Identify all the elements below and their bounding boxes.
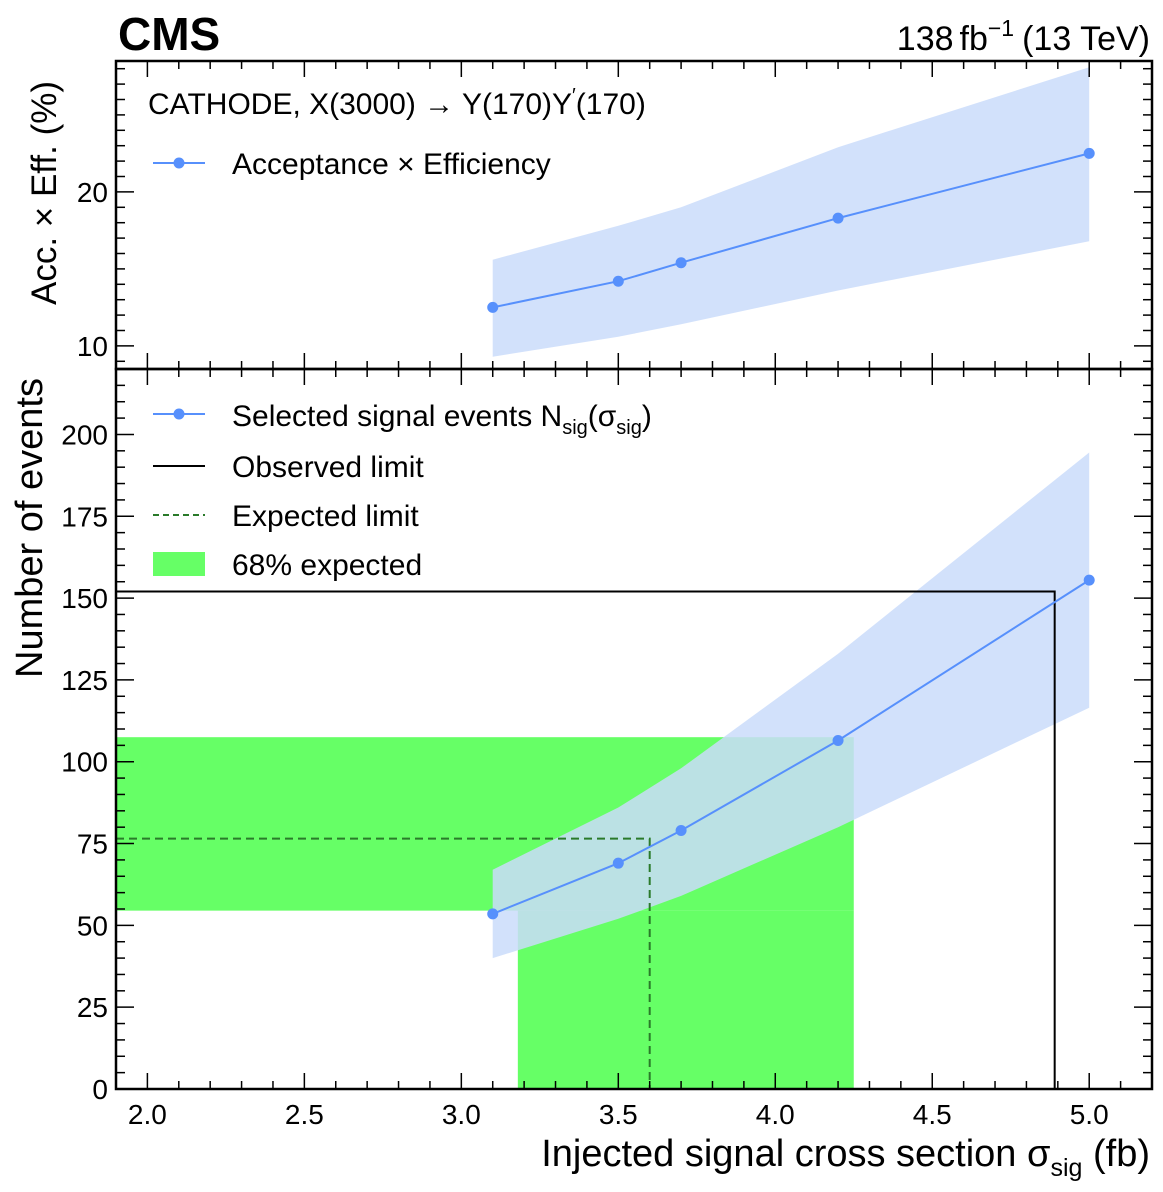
legend-swatch-68-expected	[153, 552, 205, 576]
bottom-data-point	[612, 857, 624, 869]
legend-nsig-end: )	[642, 400, 652, 433]
x-axis-label-main: Injected signal cross section σ	[541, 1133, 1050, 1175]
x-axis-label-unit: (fb)	[1082, 1133, 1150, 1175]
bottom-line-layer	[487, 574, 1095, 920]
y-tick-label: 175	[61, 501, 108, 532]
top-y-tick-label: 20	[77, 177, 108, 208]
y-tick-label: 150	[61, 583, 108, 614]
bottom-data-point	[832, 734, 844, 746]
x-axis-label-sub: sig	[1050, 1154, 1082, 1182]
y-tick-label: 125	[61, 665, 108, 696]
lumi-value: 138	[897, 20, 954, 58]
bottom-data-point	[1083, 574, 1095, 586]
top-panel: 10 20 Acc. × Eff. (%) CATHODE, X(3000) → …	[25, 59, 1154, 371]
y-tick-label: 25	[77, 992, 108, 1023]
top-y-axis-label: Acc. × Eff. (%)	[25, 81, 64, 305]
top-data-point	[1083, 147, 1095, 159]
energy-label: (13 TeV)	[1022, 20, 1150, 58]
top-data-point	[612, 275, 624, 287]
observed-limit-line	[116, 590, 1056, 1089]
lumi-unit: fb	[960, 20, 988, 58]
y-tick-label: 75	[77, 829, 108, 860]
x-tick-label: 3.5	[599, 1099, 638, 1130]
bottom-legend: Selected signal events Nsig(σsig) Observ…	[153, 400, 652, 582]
legend-nsig-main: Selected signal events N	[232, 400, 562, 433]
x-tick-label: 3.0	[442, 1099, 481, 1130]
annotation-prime: ′	[572, 85, 576, 107]
x-tick-label: 2.5	[285, 1099, 324, 1130]
x-tick-label: 4.5	[913, 1099, 952, 1130]
top-data-point	[832, 212, 844, 224]
x-tick-label: 5.0	[1070, 1099, 1109, 1130]
experiment-label: CMS	[118, 8, 220, 60]
lumi-exponent: −1	[988, 15, 1014, 41]
x-tick-label: 4.0	[756, 1099, 795, 1130]
legend-marker-nsig	[173, 408, 185, 420]
top-uncertainty-band	[492, 67, 1090, 357]
legend-marker-acc-eff	[173, 157, 185, 169]
x-tick-label: 2.0	[128, 1099, 167, 1130]
x-axis-label: Injected signal cross section σsig (fb)	[541, 1133, 1150, 1182]
legend-label-observed: Observed limit	[232, 451, 424, 484]
top-annotation: CATHODE, X(3000) → Y(170)Y′(170)	[148, 85, 646, 121]
y-tick-label: 0	[92, 1074, 108, 1105]
bottom-band-layer	[492, 452, 1090, 959]
top-band-layer	[492, 67, 1090, 357]
bottom-plot-frame	[114, 367, 1154, 1091]
top-line-layer	[487, 147, 1095, 313]
bottom-uncertainty-band	[492, 452, 1090, 959]
legend-label-expected: Expected limit	[232, 500, 419, 533]
legend-nsig-sub: sig	[562, 417, 588, 439]
bottom-data-point	[487, 908, 499, 920]
legend-label-68-expected: 68% expected	[232, 549, 422, 582]
top-axis-ticks: 10 20	[77, 61, 1153, 369]
annotation-main: CATHODE, X(3000) → Y(170)Y	[148, 88, 572, 121]
bottom-axis-ticks: 2.0 2.5 3.0 3.5 4.0 4.5 5.0 0 25 50 75 100 125 150 175…	[61, 368, 1153, 1130]
limit-layer	[116, 590, 1056, 1089]
expected-band-vertical	[517, 910, 854, 1089]
top-data-point	[487, 301, 499, 313]
top-legend: Acceptance × Efficiency	[153, 148, 551, 181]
y-tick-label: 100	[61, 747, 108, 778]
bottom-data-point	[675, 824, 687, 836]
legend-label-nsig: Selected signal events Nsig(σsig)	[232, 400, 652, 439]
bottom-y-axis-label: Number of events	[9, 378, 51, 678]
annotation-suffix: (170)	[576, 88, 646, 121]
lumi-label: 138 fb−1 (13 TeV)	[897, 15, 1150, 58]
y-tick-label: 50	[77, 910, 108, 941]
top-y-tick-label: 10	[77, 331, 108, 362]
y-tick-label: 200	[61, 419, 108, 450]
bottom-panel: 2.0 2.5 3.0 3.5 4.0 4.5 5.0 0 25 50 75 100 125 150 175…	[9, 367, 1154, 1182]
legend-nsig-sub2: sig	[616, 417, 642, 439]
legend-label-acc-eff: Acceptance × Efficiency	[232, 148, 551, 181]
legend-nsig-tail: (σ	[588, 400, 617, 433]
top-data-point	[675, 257, 687, 269]
expected-limit-line	[116, 837, 651, 1089]
